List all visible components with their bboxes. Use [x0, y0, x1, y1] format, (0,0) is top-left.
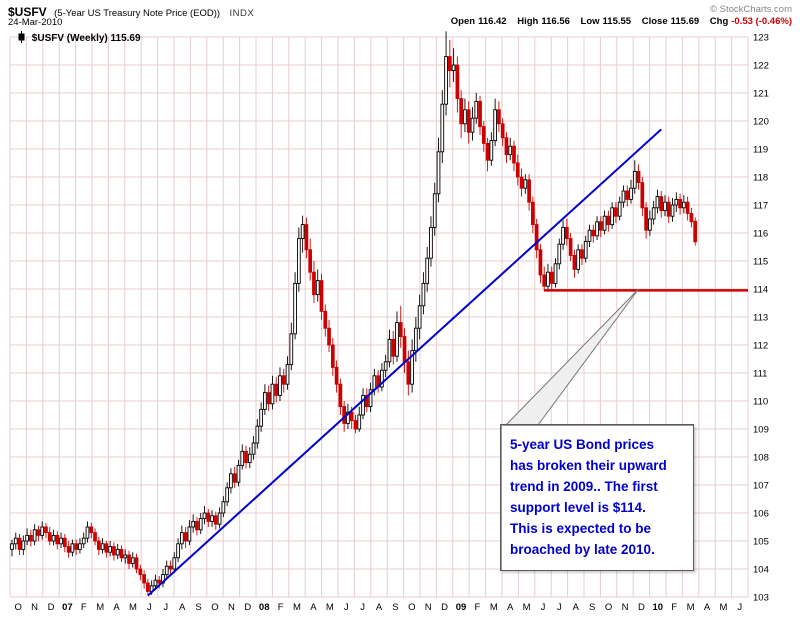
open-value: 116.42 [478, 16, 507, 27]
svg-text:09: 09 [456, 602, 467, 613]
quote-summary: Open 116.42 High 116.56 Low 115.55 Close 115… [451, 16, 792, 27]
close-label: Close [641, 16, 668, 27]
svg-text:A: A [573, 602, 580, 613]
svg-text:08: 08 [259, 602, 270, 613]
svg-text:M: M [96, 602, 104, 613]
copyright-notice: © StockCharts.com [710, 4, 792, 15]
open-label: Open [450, 16, 476, 27]
svg-text:N: N [31, 602, 38, 613]
svg-text:F: F [671, 602, 677, 613]
close-value: 115.69 [670, 16, 700, 27]
svg-text:J: J [737, 602, 742, 613]
svg-text:112: 112 [753, 341, 768, 352]
svg-text:113: 113 [753, 313, 768, 324]
svg-text:117: 117 [753, 201, 768, 212]
svg-text:M: M [523, 602, 531, 613]
svg-text:A: A [113, 602, 120, 613]
trendline [147, 128, 662, 597]
svg-text:F: F [81, 602, 87, 613]
svg-text:A: A [179, 602, 186, 613]
svg-text:D: D [48, 602, 55, 613]
chart-legend: $USFV (Weekly) 115.69 [18, 31, 141, 44]
svg-text:118: 118 [753, 173, 768, 184]
svg-text:M: M [293, 602, 301, 613]
svg-text:109: 109 [753, 425, 769, 436]
svg-text:110: 110 [753, 397, 768, 408]
svg-text:O: O [211, 602, 218, 613]
svg-text:J: J [360, 602, 365, 613]
svg-text:07: 07 [62, 602, 73, 613]
svg-text:A: A [704, 602, 711, 613]
svg-text:10: 10 [653, 602, 664, 613]
svg-text:104: 104 [753, 565, 769, 576]
svg-text:120: 120 [753, 117, 769, 128]
high-value: 116.56 [541, 16, 570, 27]
svg-text:106: 106 [753, 509, 769, 520]
svg-text:105: 105 [753, 537, 769, 548]
svg-text:121: 121 [753, 89, 769, 100]
svg-text:M: M [490, 602, 498, 613]
svg-text:J: J [557, 602, 562, 613]
svg-text:O: O [15, 602, 22, 613]
svg-text:114: 114 [753, 285, 768, 296]
svg-text:123: 123 [753, 33, 769, 44]
svg-text:107: 107 [753, 481, 769, 492]
svg-text:S: S [392, 602, 398, 613]
high-label: High [517, 16, 539, 27]
svg-text:119: 119 [753, 145, 768, 156]
x-axis-labels: O N D 07 F M A M J J A S O N D 08 F M A M J J A S O N D 09 F M A M J J A S O… [15, 602, 743, 613]
svg-text:M: M [129, 602, 137, 613]
svg-text:A: A [310, 602, 317, 613]
svg-text:M: M [719, 602, 727, 613]
ticker-symbol: $USFV [8, 5, 47, 19]
svg-text:N: N [228, 602, 235, 613]
svg-text:103: 103 [753, 593, 769, 604]
low-label: Low [580, 16, 600, 27]
chg-value: -0.53 (-0.46%) [731, 16, 792, 27]
y-axis-labels: 103 104 105 106 107 108 109 110 111 112 113 114 115 1… [753, 33, 769, 604]
svg-text:111: 111 [753, 369, 767, 380]
svg-text:115: 115 [753, 257, 768, 268]
legend-text: $USFV (Weekly) 115.69 [31, 33, 141, 44]
svg-text:S: S [589, 602, 595, 613]
annotation-text: 5-year US Bond prices has broken their u… [510, 437, 667, 557]
svg-text:S: S [195, 602, 201, 613]
candlesticks [10, 31, 698, 596]
grid-lines [9, 36, 749, 598]
ticker-description: (5-Year US Treasury Note Price (EOD)) [54, 8, 221, 19]
svg-text:108: 108 [753, 453, 769, 464]
chart-title: $USFV (5-Year US Treasury Note Price (EO… [8, 3, 254, 21]
svg-text:O: O [408, 602, 415, 613]
candlestick-icon [18, 31, 25, 43]
svg-text:122: 122 [753, 61, 769, 72]
low-value: 115.55 [602, 16, 632, 27]
svg-text:N: N [622, 602, 629, 613]
svg-text:F: F [474, 602, 480, 613]
svg-text:A: A [376, 602, 383, 613]
chart-date: 24-Mar-2010 [8, 17, 63, 28]
svg-text:116: 116 [753, 229, 768, 240]
chg-label: Chg [709, 16, 729, 27]
svg-text:O: O [605, 602, 612, 613]
svg-text:J: J [344, 602, 349, 613]
callout-pointer [502, 288, 639, 428]
annotation-box: 5-year US Bond prices has broken their u… [500, 424, 694, 571]
svg-text:A: A [507, 602, 514, 613]
svg-text:F: F [278, 602, 284, 613]
svg-text:J: J [163, 602, 168, 613]
svg-text:J: J [147, 602, 152, 613]
svg-text:M: M [326, 602, 334, 613]
svg-text:N: N [425, 602, 432, 613]
svg-text:D: D [244, 602, 251, 613]
svg-text:D: D [441, 602, 448, 613]
svg-text:J: J [541, 602, 546, 613]
svg-text:D: D [638, 602, 645, 613]
exchange-label: INDX [229, 8, 255, 19]
svg-text:M: M [687, 602, 695, 613]
